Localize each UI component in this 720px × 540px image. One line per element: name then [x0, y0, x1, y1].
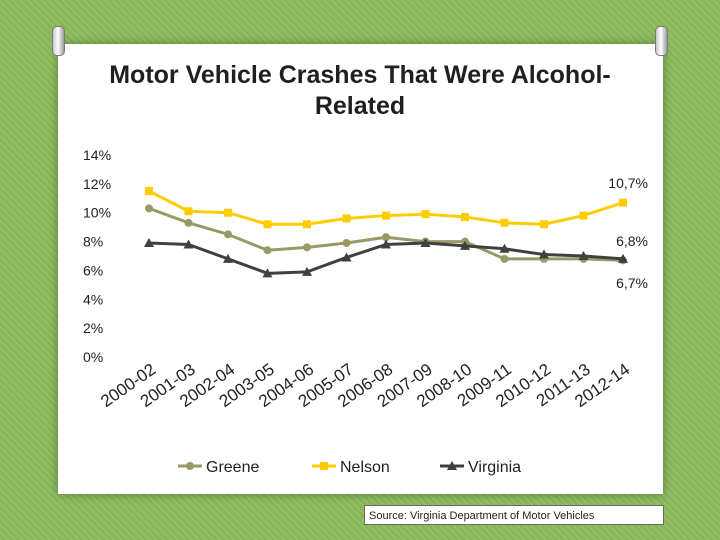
point-greene: [224, 230, 232, 239]
legend-marker: [447, 461, 457, 470]
y-tick-label: 10%: [83, 205, 111, 221]
point-greene: [184, 218, 193, 227]
point-greene: [382, 233, 390, 242]
y-tick-label: 8%: [83, 234, 103, 250]
y-tick-label: 2%: [83, 320, 103, 336]
y-tick-label: 6%: [83, 262, 103, 278]
point-nelson: [461, 213, 469, 222]
point-greene: [303, 243, 311, 252]
y-tick-label: 0%: [83, 349, 103, 365]
end-value-label: 10,7%: [608, 175, 648, 191]
chart-title: Motor Vehicle Crashes That Were Alcohol-…: [109, 61, 611, 120]
source-note: Source: Virginia Department of Motor Veh…: [364, 505, 664, 525]
point-nelson: [263, 220, 272, 229]
point-virginia: [499, 243, 510, 253]
point-nelson: [382, 211, 390, 220]
y-tick-label: 14%: [83, 147, 111, 163]
legend-label: Greene: [206, 459, 259, 476]
point-nelson: [145, 187, 153, 196]
point-virginia: [618, 253, 628, 263]
point-greene: [500, 254, 509, 263]
point-virginia: [302, 266, 312, 276]
point-virginia: [460, 240, 470, 250]
point-virginia: [341, 252, 352, 262]
legend-label: Nelson: [340, 459, 390, 476]
point-virginia: [183, 239, 194, 249]
y-tick-label: 4%: [83, 291, 103, 307]
legend-label: Virginia: [468, 459, 521, 476]
point-nelson: [579, 211, 588, 220]
y-tick-label: 12%: [83, 176, 111, 192]
point-nelson: [500, 218, 509, 227]
point-nelson: [619, 198, 627, 207]
point-nelson: [540, 220, 548, 229]
point-nelson: [303, 220, 311, 229]
pin-right: [655, 26, 668, 56]
pin-left: [52, 26, 65, 56]
point-greene: [342, 239, 351, 248]
point-virginia: [223, 253, 233, 263]
point-nelson: [184, 207, 193, 216]
point-virginia: [262, 268, 273, 278]
end-value-label: 6,8%: [616, 233, 648, 249]
point-virginia: [578, 251, 589, 260]
point-virginia: [381, 239, 391, 249]
legend-marker: [320, 462, 328, 470]
end-value-label: 6,7%: [616, 275, 648, 291]
point-virginia: [539, 249, 549, 259]
point-nelson: [421, 210, 430, 219]
point-nelson: [342, 214, 351, 223]
point-virginia: [420, 238, 431, 248]
slide-card: [58, 44, 663, 494]
legend-marker: [186, 462, 194, 470]
point-virginia: [144, 238, 154, 248]
point-nelson: [224, 208, 232, 217]
point-greene: [263, 246, 272, 255]
point-greene: [145, 204, 153, 213]
